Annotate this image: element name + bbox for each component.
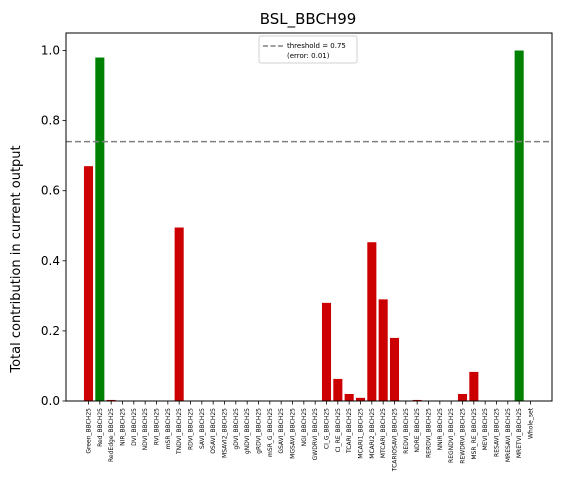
x-tick-label: MSAVI2_BBCH25 [222, 408, 229, 458]
legend-box [258, 35, 358, 64]
bars-group [83, 50, 524, 402]
legend: threshold = 0.75 (error: 0.01) [258, 35, 358, 64]
x-tick-label: MCARI1_BBCH25 [358, 408, 365, 459]
x-tick-label: gNDVI_BBCH25 [244, 408, 251, 454]
x-tick-label: MTCARI_BBCH25 [380, 408, 387, 458]
x-tick-label: mSR_G_BBCH25 [267, 408, 274, 457]
x-tick-label: RDVI_BBCH25 [188, 408, 195, 450]
x-axis-ticks: Green_BBCH25 Red_BBCH25 RedEdge_BBCH25 NIR_… [86, 401, 535, 472]
bar-REWDRVI_BBCH25 [457, 393, 468, 401]
x-tick-label: GSAVI_BBCH25 [278, 408, 285, 454]
bar-Green_BBCH25 [83, 166, 94, 401]
bar-CI_RE_BBCH25 [333, 378, 343, 401]
x-tick-label: gDVI_BBCH25 [233, 408, 240, 450]
x-tick-label: DVI_BBCH25 [131, 408, 138, 446]
x-tick-label: MEVI_BBCH25 [482, 408, 489, 450]
x-tick-label: MSR_RE_BBCH25 [471, 408, 478, 460]
bar-CI_G_BBCH25 [321, 302, 332, 401]
bar-TNDVI_BBCH25 [174, 227, 184, 401]
plot-frame [65, 32, 553, 402]
x-tick-label: GWDRVI_BBCH25 [312, 408, 319, 461]
bar-MCARI2_BBCH25 [367, 242, 377, 401]
bar-MTCARI_BBCH25 [378, 299, 388, 401]
x-tick-label: TCARI_BBCH25 [346, 408, 353, 454]
legend-threshold-label: threshold = 0.75 [287, 42, 346, 50]
bar-TCARI_BBCH25 [344, 393, 354, 401]
legend-error-label: (error: 0.01) [287, 52, 330, 60]
x-tick-label: MRESAVI_BBCH25 [505, 408, 512, 462]
bar-NDRE_BBCH25 [412, 399, 422, 401]
x-tick-label: Green_BBCH25 [86, 408, 93, 454]
x-tick-label: Red_BBCH25 [97, 408, 104, 447]
x-tick-label: RedEdge_BBCH25 [108, 408, 115, 462]
x-tick-label: NGI_BBCH25 [301, 408, 308, 447]
x-tick-label: REGNDVI_BBCH25 [448, 408, 455, 463]
x-tick-label: RVI_BBCH25 [154, 408, 161, 445]
y-axis-ticks: 0.0 0.2 0.4 0.6 0.8 1.0 [41, 44, 66, 408]
y-axis-label: Total contribution in current output [9, 145, 24, 373]
y-tick-label: 0.4 [41, 254, 60, 268]
bar-RedEdge_BBCH25 [106, 399, 116, 401]
x-tick-label: SAVI_BBCH25 [199, 408, 206, 449]
y-tick-label: 0.0 [41, 394, 60, 408]
bar-MRETVI_BBCH25 [514, 50, 524, 402]
x-tick-label: Whole_set [528, 407, 535, 439]
x-tick-label: MRETVI_BBCH25 [516, 408, 523, 458]
x-tick-label: MGSAVI_BBCH25 [290, 408, 297, 459]
bar-MCARI1_BBCH25 [355, 397, 366, 401]
x-tick-label: REWDRVI_BBCH25 [460, 408, 467, 464]
x-tick-label: NIR_BBCH25 [120, 408, 127, 446]
x-tick-label: mSR_BBCH25 [165, 408, 172, 449]
bar-Red_BBCH25 [95, 57, 105, 402]
y-tick-label: 0.6 [41, 184, 60, 198]
x-tick-label: REDVI_BBCH25 [403, 408, 410, 454]
y-tick-label: 0.8 [41, 114, 60, 128]
x-tick-label: MCARI2_BBCH25 [369, 408, 376, 459]
x-tick-label: CI_RE_BBCH25 [335, 408, 342, 453]
y-tick-label: 1.0 [41, 44, 60, 58]
x-tick-label: TNDVI_BBCH25 [176, 408, 183, 455]
x-tick-label: gRDVI_BBCH25 [256, 408, 263, 454]
x-tick-label: OSAVI_BBCH25 [210, 408, 217, 454]
bar-MSR_RE_BBCH25 [469, 371, 479, 401]
x-tick-label: CI_G_BBCH25 [324, 408, 331, 449]
x-tick-label: NDRE_BBCH25 [414, 408, 421, 453]
x-tick-label: RESAVI_BBCH25 [494, 408, 501, 457]
x-tick-label: NDVI_BBCH25 [142, 408, 149, 451]
chart-title: BSL_BBCH99 [260, 10, 357, 29]
x-tick-label: NNIR_BBCH25 [437, 408, 444, 451]
bar-TCARIOSAVI_BBCH25 [389, 337, 400, 401]
x-tick-label: RERDVI_BBCH25 [426, 408, 433, 458]
x-tick-label: TCARIOSAVI_BBCH25 [392, 408, 399, 472]
y-tick-label: 0.2 [41, 324, 60, 338]
